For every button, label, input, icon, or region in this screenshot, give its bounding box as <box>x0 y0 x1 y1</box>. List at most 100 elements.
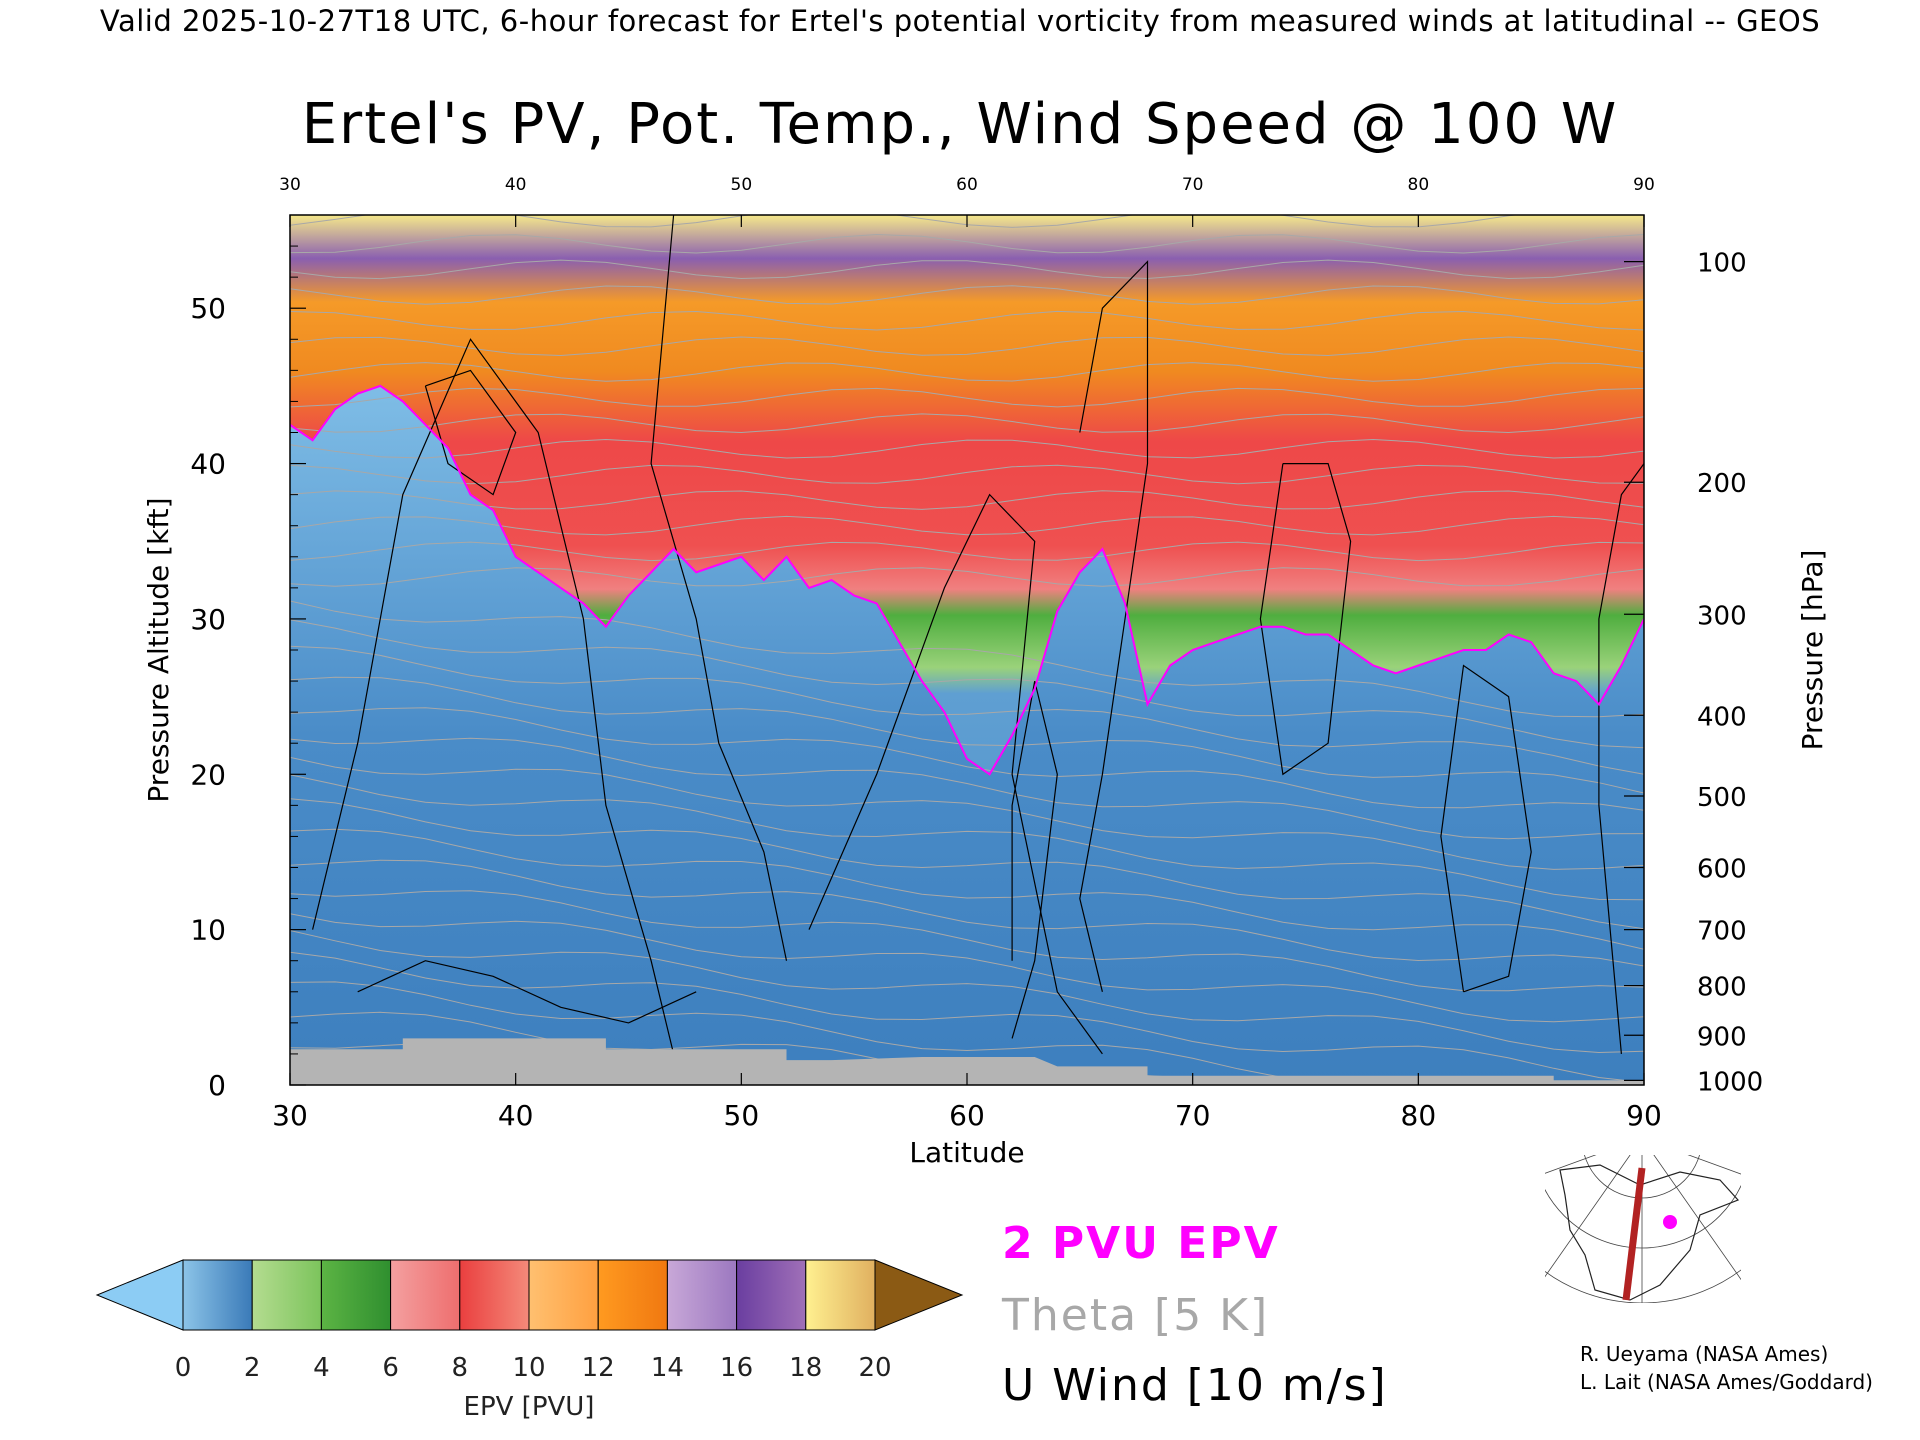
x-tick-label-top: 90 <box>1633 175 1655 195</box>
map-location-marker <box>1663 1215 1677 1229</box>
chart-title: Ertel's PV, Pot. Temp., Wind Speed @ 100… <box>301 92 1619 157</box>
terrain-mask <box>290 1038 1644 1085</box>
y-tick-label-right: 600 <box>1697 855 1747 885</box>
theta-contour-line <box>290 676 1644 794</box>
colorbar-bin <box>736 1259 807 1331</box>
y-tick-label-right: 800 <box>1697 973 1747 1003</box>
theta-contour-line <box>290 737 1644 840</box>
colorbar: 0 2 4 6 8 10 12 14 16 18 20 EPV [PVU] <box>95 1259 964 1422</box>
y-tick-label-right: 400 <box>1697 702 1747 732</box>
x-tick-label-top: 60 <box>956 175 978 195</box>
y-tick-label-right: 500 <box>1697 783 1747 813</box>
theta-contour-line <box>290 259 1644 280</box>
colorbar-bin <box>459 1259 530 1331</box>
theta-contour-line <box>290 619 1644 749</box>
u-wind-contour-line <box>1440 664 1532 993</box>
theta-contour-line <box>290 951 1644 1083</box>
theta-contour-line <box>290 336 1644 357</box>
x-tick-label: 70 <box>1175 1099 1211 1132</box>
troposphere-field <box>290 385 1644 1085</box>
theta-contour-line <box>290 310 1644 331</box>
locator-map <box>1545 1155 1741 1303</box>
u-wind-contour-line <box>312 338 675 1055</box>
theta-contour-line <box>290 515 1644 536</box>
colorbar-bin <box>805 1259 876 1331</box>
colorbar-bin <box>182 1259 253 1331</box>
theta-contour-line <box>290 798 1644 930</box>
y-tick-label: 40 <box>190 448 226 481</box>
map-coastline <box>1559 1164 1740 1301</box>
x-tick-label: 30 <box>272 1099 308 1132</box>
y-tick-label-right: 1000 <box>1697 1067 1763 1097</box>
u-wind-contour-line <box>1079 260 1149 992</box>
theta-contour-line <box>290 541 1644 562</box>
colorbar-bin <box>320 1259 392 1331</box>
colorbar-tick-label: 20 <box>858 1353 891 1383</box>
y-tick-label-right: 100 <box>1697 249 1747 279</box>
x-tick-label: 40 <box>498 1099 534 1132</box>
x-tick-label: 80 <box>1401 1099 1437 1132</box>
theta-contour-line <box>290 913 1644 1023</box>
credit-line: L. Lait (NASA Ames/Goddard) <box>1580 1370 1873 1394</box>
theta-contour-line <box>290 930 1644 1054</box>
u-wind-contours <box>312 215 1644 1055</box>
y-tick-label-right: 300 <box>1697 601 1747 631</box>
colorbar-bin <box>597 1259 668 1331</box>
colorbar-label: EPV [PVU] <box>464 1392 595 1422</box>
colorbar-over-arrow <box>874 1259 964 1331</box>
colorbar-tick-label: 18 <box>789 1353 822 1383</box>
x-tick-label-top: 70 <box>1182 175 1204 195</box>
colorbar-bin <box>666 1259 738 1331</box>
y-tick-label: 0 <box>208 1069 226 1102</box>
u-wind-contour-line <box>1259 463 1352 776</box>
y-tick-label: 20 <box>190 758 226 791</box>
forecast-header: Valid 2025-10-27T18 UTC, 6-hour forecast… <box>99 4 1821 38</box>
theta-contour-line <box>290 362 1644 382</box>
colorbar-under-arrow <box>95 1259 184 1331</box>
colorbar-tick-label: 12 <box>582 1353 615 1383</box>
x-tick-label: 60 <box>949 1099 985 1132</box>
y-tick-label: 10 <box>190 914 226 947</box>
colorbar-tick-label: 4 <box>313 1353 330 1383</box>
legend-epv-contour: 2 PVU EPV <box>1002 1218 1280 1269</box>
x-tick-label-top: 80 <box>1408 175 1430 195</box>
theta-contour-line <box>290 756 1644 870</box>
theta-contour-line <box>290 464 1644 485</box>
x-tick-label: 50 <box>724 1099 760 1132</box>
y-tick-label: 30 <box>190 603 226 636</box>
x-axis-label: Latitude <box>909 1136 1024 1169</box>
u-wind-contour-line <box>357 960 697 1024</box>
theta-contour-line <box>290 859 1644 967</box>
theta-contour-line <box>290 438 1644 459</box>
y-tick-label-right: 700 <box>1697 917 1747 947</box>
theta-contour-line <box>290 285 1644 305</box>
x-tick-label-top: 30 <box>279 175 301 195</box>
theta-contour-line <box>290 707 1644 811</box>
u-wind-contour-line <box>650 215 788 961</box>
y-axis-label-left: Pressure Altitude [kft] <box>142 497 175 802</box>
colorbar-tick-label: 6 <box>382 1353 399 1383</box>
colorbar-bin <box>528 1259 599 1331</box>
theta-contour-line <box>290 413 1644 434</box>
colorbar-tick-label: 16 <box>720 1353 753 1383</box>
theta-contour-line <box>290 828 1644 950</box>
u-wind-contour-line <box>1598 463 1644 1054</box>
x-tick-label-top: 40 <box>505 175 527 195</box>
credit-line: R. Ueyama (NASA Ames) <box>1580 1342 1829 1366</box>
u-wind-contour-line <box>808 493 1103 1055</box>
y-tick-label-right: 900 <box>1697 1022 1747 1052</box>
y-axis-label-right: Pressure [hPa] <box>1796 550 1829 751</box>
theta-contour-line <box>290 387 1644 408</box>
map-cross-section-track <box>1622 1167 1646 1301</box>
legend-u-wind: U Wind [10 m/s] <box>1002 1360 1388 1411</box>
colorbar-tick-label: 2 <box>244 1353 261 1383</box>
x-tick-label-top: 50 <box>731 175 753 195</box>
theta-contour-line <box>290 890 1644 992</box>
theta-contour-line <box>290 490 1644 510</box>
u-wind-contour-line <box>1011 680 1058 1039</box>
colorbar-bin <box>251 1259 322 1331</box>
theta-contours <box>290 215 1644 1085</box>
x-tick-label: 90 <box>1626 1099 1662 1132</box>
y-tick-label-right: 200 <box>1697 469 1747 499</box>
